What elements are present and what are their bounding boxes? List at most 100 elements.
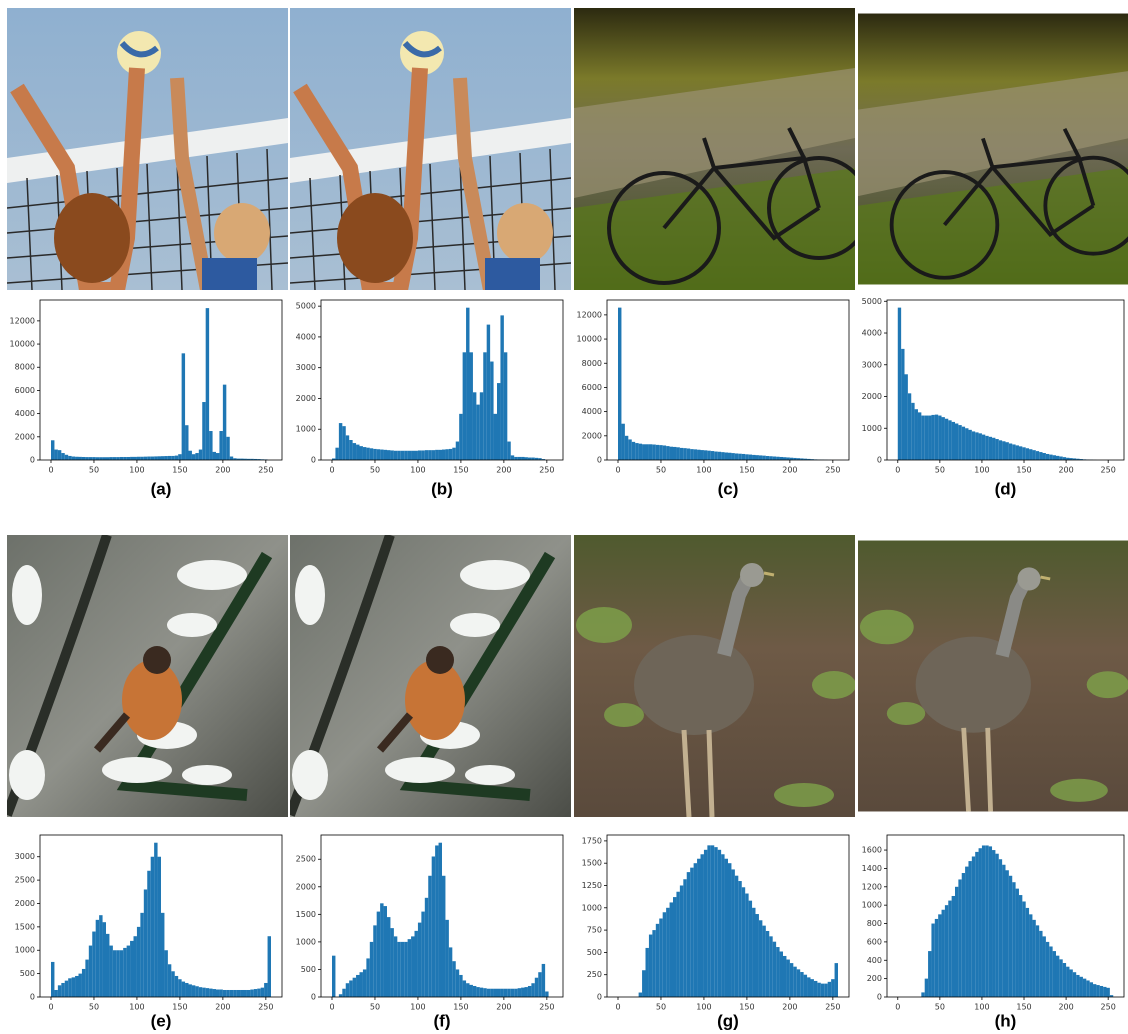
bar xyxy=(58,450,61,460)
bar xyxy=(342,426,345,460)
bar xyxy=(752,455,755,460)
bar xyxy=(120,457,123,460)
bar xyxy=(92,457,95,460)
x-tick-label: 250 xyxy=(1101,466,1116,475)
x-tick-label: 0 xyxy=(615,466,620,475)
bar xyxy=(701,854,704,997)
panel-caption: (f) xyxy=(434,1011,451,1030)
bar xyxy=(394,936,397,997)
bar xyxy=(625,436,628,460)
bar xyxy=(339,994,342,997)
bar xyxy=(473,986,476,997)
x-tick-label: 150 xyxy=(172,1003,187,1012)
x-tick-label: 100 xyxy=(129,466,144,475)
bar xyxy=(1069,969,1072,997)
bar xyxy=(1073,972,1076,997)
y-tick-label: 800 xyxy=(867,919,882,928)
bar xyxy=(185,983,188,997)
bar xyxy=(342,989,345,997)
bar xyxy=(711,451,714,460)
bar xyxy=(1059,959,1062,997)
bar xyxy=(985,845,988,997)
x-tick-label: 250 xyxy=(258,466,273,475)
bar xyxy=(206,988,209,997)
bar xyxy=(261,988,264,997)
bar xyxy=(89,457,92,460)
bar xyxy=(511,989,514,997)
bar xyxy=(545,991,548,997)
bar xyxy=(103,457,106,460)
bar xyxy=(425,450,428,460)
bar xyxy=(219,990,222,997)
bar xyxy=(397,942,400,997)
bar xyxy=(975,432,978,460)
y-tick-label: 1000 xyxy=(296,937,316,946)
bar xyxy=(445,920,448,997)
bar xyxy=(911,403,914,460)
bar xyxy=(154,456,157,460)
bar xyxy=(264,983,267,997)
bar xyxy=(1063,963,1066,997)
bar xyxy=(707,451,710,460)
bar xyxy=(99,915,102,997)
bar xyxy=(735,876,738,997)
bar xyxy=(687,872,690,997)
bar xyxy=(1096,985,1099,997)
bar xyxy=(514,989,517,997)
bar xyxy=(938,914,941,997)
bar xyxy=(497,989,500,997)
bar xyxy=(731,453,734,460)
bar xyxy=(68,456,71,460)
bar xyxy=(109,457,112,460)
bar xyxy=(982,435,985,460)
y-tick-label: 4000 xyxy=(15,409,35,418)
x-tick-label: 50 xyxy=(656,1003,666,1012)
bar xyxy=(1009,443,1012,460)
bar xyxy=(639,993,642,997)
bar xyxy=(171,456,174,460)
y-tick-label: 3000 xyxy=(862,360,882,369)
y-tick-label: 600 xyxy=(867,937,882,946)
bar xyxy=(945,905,948,997)
bar xyxy=(759,920,762,997)
bar xyxy=(518,988,521,997)
bar xyxy=(483,988,486,997)
bar xyxy=(349,440,352,460)
bar xyxy=(92,932,95,997)
bar xyxy=(507,442,510,460)
bar xyxy=(476,987,479,997)
y-tick-label: 1250 xyxy=(582,881,602,890)
bar xyxy=(189,451,192,460)
bar xyxy=(178,979,181,997)
bar xyxy=(500,315,503,460)
bar xyxy=(972,856,975,997)
bar xyxy=(642,444,645,460)
bar xyxy=(189,984,192,997)
bar xyxy=(697,859,700,997)
bar xyxy=(106,934,109,997)
bar xyxy=(663,445,666,460)
bar xyxy=(1026,908,1029,997)
bar xyxy=(254,989,257,997)
bar xyxy=(663,912,666,997)
y-tick-label: 1000 xyxy=(582,903,602,912)
x-tick-label: 0 xyxy=(615,1003,620,1012)
bar xyxy=(521,457,524,460)
bar xyxy=(339,423,342,460)
bar xyxy=(955,887,958,997)
y-tick-label: 250 xyxy=(587,970,602,979)
x-tick-label: 250 xyxy=(1101,1003,1116,1012)
bar xyxy=(985,436,988,460)
bar xyxy=(408,939,411,997)
y-tick-label: 4000 xyxy=(582,407,602,416)
bar xyxy=(992,438,995,460)
bar xyxy=(955,423,958,460)
bar xyxy=(202,402,205,460)
bar xyxy=(901,349,904,460)
bar xyxy=(1012,882,1015,997)
x-tick-label: 200 xyxy=(1058,1003,1073,1012)
bar xyxy=(366,448,369,460)
bar xyxy=(921,416,924,460)
bar xyxy=(999,859,1002,997)
bar xyxy=(1029,914,1032,997)
